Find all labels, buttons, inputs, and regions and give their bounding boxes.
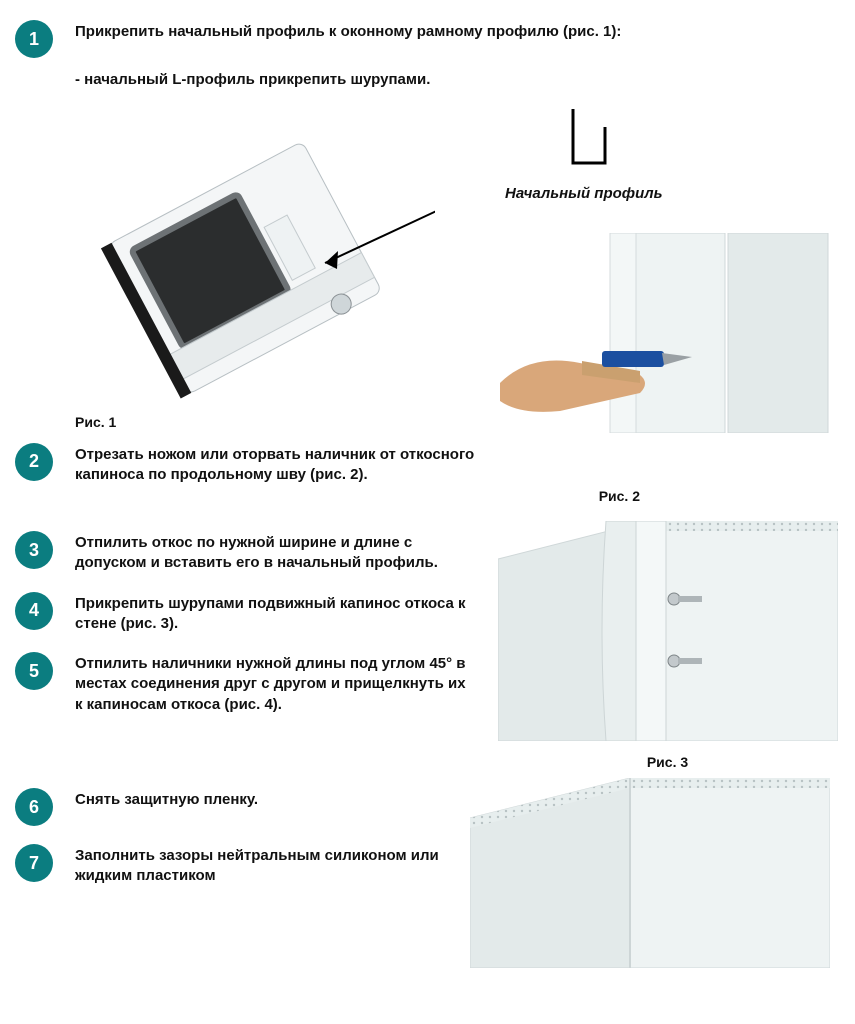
step-7-text: Заполнить зазоры нейтральным силиконом и… (75, 844, 475, 887)
step-4: 4 Прикрепить шурупами подвижный капинос … (15, 592, 495, 635)
mid-block: 3 Отпилить откос по нужной ширине и длин… (15, 531, 840, 770)
step-badge-3: 3 (15, 531, 53, 569)
step-1-title: Прикрепить начальный профиль к оконному … (75, 22, 675, 42)
step-badge-6: 6 (15, 788, 53, 826)
figure-4-area (470, 778, 830, 973)
step-badge-4: 4 (15, 592, 53, 630)
step-1-sub: - начальный L-профиль прикрепить шурупам… (75, 70, 675, 90)
figure-1-image (75, 123, 435, 403)
step-5: 5 Отпилить наличники нужной длины под уг… (15, 652, 495, 715)
step-2: 2 Отрезать ножом или оторвать наличник о… (15, 443, 840, 486)
figure-4-image (470, 778, 830, 968)
figure-2-image (490, 233, 830, 433)
step-badge-2: 2 (15, 443, 53, 481)
step-1: 1 Прикрепить начальный профиль к оконном… (15, 20, 840, 105)
profile-label: Начальный профиль (505, 185, 662, 202)
figure-3-caption: Рис. 3 (495, 754, 840, 770)
figure-2-area (490, 233, 830, 438)
step-4-text: Прикрепить шурупами подвижный капинос от… (75, 592, 475, 635)
u-profile-icon (565, 105, 615, 175)
step-badge-7: 7 (15, 844, 53, 882)
step-5-text: Отпилить наличники нужной длины под угло… (75, 652, 475, 715)
step-badge-5: 5 (15, 652, 53, 690)
step-3-text: Отпилить откос по нужной ширине и длине … (75, 531, 475, 574)
lower-block: 6 Снять защитную пленку. 7 Заполнить заз… (15, 788, 840, 939)
step-2-text: Отрезать ножом или оторвать наличник от … (75, 443, 475, 486)
step-6-text: Снять защитную пленку. (75, 788, 475, 810)
figure-1-caption: Рис. 1 (75, 414, 116, 430)
step-3: 3 Отпилить откос по нужной ширине и длин… (15, 531, 495, 574)
step-7: 7 Заполнить зазоры нейтральным силиконом… (15, 844, 495, 887)
figure-3-image (498, 521, 838, 741)
step-badge-1: 1 (15, 20, 53, 58)
figure-2-caption: Рис. 2 (599, 488, 640, 504)
step-1-body: Прикрепить начальный профиль к оконному … (75, 20, 675, 105)
figure-3-area: Рис. 3 (495, 521, 840, 770)
step-6: 6 Снять защитную пленку. (15, 788, 495, 826)
